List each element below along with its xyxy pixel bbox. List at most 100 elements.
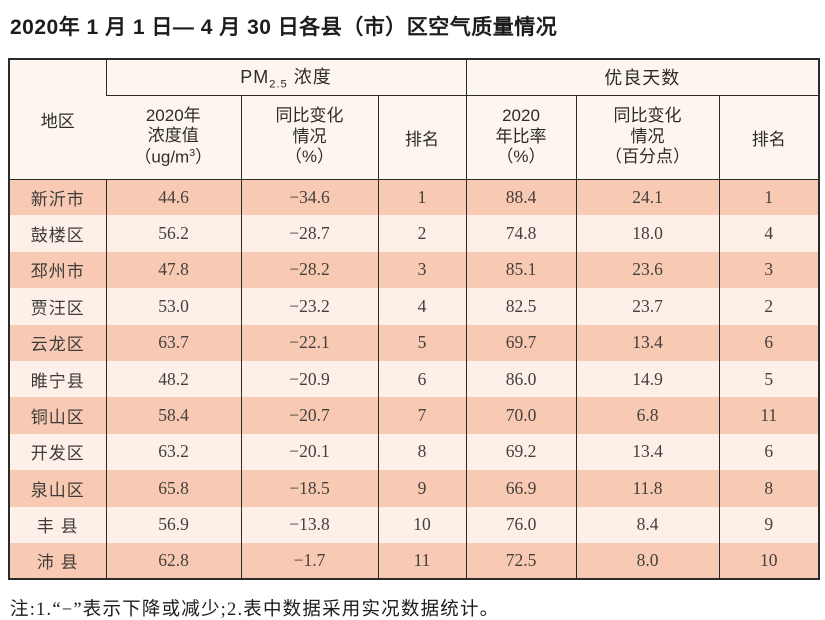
good-change-cell: 23.7 (575, 288, 719, 325)
table-row: 沛 县 62.8 −1.7 11 72.5 8.0 10 (9, 542, 820, 580)
good-rank-cell: 6 (718, 324, 820, 361)
pm-value-cell: 58.4 (105, 397, 241, 434)
good-rank-cell: 8 (718, 470, 820, 507)
table-row: 云龙区 63.7 −22.1 5 69.7 13.4 6 (9, 324, 820, 361)
good-rank-cell: 6 (718, 433, 820, 471)
region-cell: 泉山区 (9, 470, 106, 507)
pm-value-cell: 56.9 (105, 506, 241, 543)
region-cell: 鼓楼区 (9, 215, 106, 252)
pm-rank-cell: 4 (377, 288, 466, 325)
pm-value-cell: 44.6 (105, 179, 241, 216)
pm-change-cell: −20.9 (240, 360, 378, 398)
good-rate-cell: 69.7 (465, 324, 576, 361)
good-rate-cell: 69.2 (465, 433, 576, 471)
good-rank-cell: 10 (718, 542, 820, 580)
pm-change-cell: −28.2 (240, 251, 378, 289)
region-cell: 铜山区 (9, 397, 106, 434)
pm-rank-cell: 10 (377, 506, 466, 543)
good-rate-cell: 74.8 (465, 215, 576, 252)
pm-change-cell: −20.7 (240, 397, 378, 434)
pm-value-cell: 63.2 (105, 433, 241, 471)
header-good-change-line1: 同比变化 (613, 105, 682, 125)
region-cell: 贾汪区 (9, 288, 106, 325)
good-rate-cell: 72.5 (465, 542, 576, 580)
good-rank-cell: 3 (718, 251, 820, 289)
air-quality-table: 地区 PM2.5 浓度 优良天数 2020年 浓度值 （ug/m3） 同比变化 … (8, 58, 821, 581)
good-change-cell: 14.9 (575, 360, 719, 398)
pm-change-cell: −34.6 (240, 179, 378, 216)
pm-rank-cell: 2 (377, 215, 466, 252)
cubic-superscript: 3 (189, 147, 196, 160)
header-region: 地区 (9, 59, 106, 180)
good-change-cell: 23.6 (575, 251, 719, 289)
pm-change-cell: −1.7 (240, 542, 378, 580)
good-change-cell: 18.0 (575, 215, 719, 252)
region-cell: 睢宁县 (9, 360, 106, 398)
good-rank-cell: 4 (718, 215, 820, 252)
table-row: 贾汪区 53.0 −23.2 4 82.5 23.7 2 (9, 288, 820, 325)
good-rate-cell: 70.0 (465, 397, 576, 434)
header-pm-rank: 排名 (377, 95, 466, 180)
good-rate-cell: 82.5 (465, 288, 576, 325)
header-group-good-days: 优良天数 (465, 59, 820, 96)
pm-value-cell: 47.8 (105, 251, 241, 289)
pm-value-cell: 53.0 (105, 288, 241, 325)
pm25-label-suffix: 浓度 (293, 67, 332, 88)
header-group-pm25: PM2.5 浓度 (105, 59, 466, 96)
pm25-subscript: 2.5 (269, 79, 288, 92)
header-good-rate: 2020 年比率 （%） (465, 95, 576, 180)
good-change-cell: 6.8 (575, 397, 719, 434)
pm-change-cell: −13.8 (240, 506, 378, 543)
pm-value-cell: 65.8 (105, 470, 241, 507)
good-change-cell: 13.4 (575, 433, 719, 471)
pm-rank-cell: 5 (377, 324, 466, 361)
region-cell: 邳州市 (9, 251, 106, 289)
header-pm-change-unit: （%） (284, 147, 335, 167)
header-good-change-line2: 情况 (630, 126, 665, 146)
region-cell: 开发区 (9, 433, 106, 471)
good-change-cell: 24.1 (575, 179, 719, 216)
table-header: 地区 PM2.5 浓度 优良天数 2020年 浓度值 （ug/m3） 同比变化 … (9, 59, 820, 180)
pm-value-cell: 56.2 (105, 215, 241, 252)
good-rank-cell: 9 (718, 506, 820, 543)
header-good-rate-line2: 年比率 (495, 126, 547, 146)
pm-rank-cell: 6 (377, 360, 466, 398)
pm-change-cell: −23.2 (240, 288, 378, 325)
good-rank-cell: 5 (718, 360, 820, 398)
table-row: 新沂市 44.6 −34.6 1 88.4 24.1 1 (9, 179, 820, 216)
header-pm-value-line2: 浓度值 (147, 126, 199, 146)
pm-value-cell: 63.7 (105, 324, 241, 361)
header-good-rank: 排名 (718, 95, 820, 180)
pm-change-cell: −22.1 (240, 324, 378, 361)
good-change-cell: 8.4 (575, 506, 719, 543)
pm-rank-cell: 11 (377, 542, 466, 580)
region-cell: 沛 县 (9, 542, 106, 580)
header-pm-value-line1: 2020年 (145, 105, 201, 125)
good-rank-cell: 2 (718, 288, 820, 325)
pm-change-cell: −18.5 (240, 470, 378, 507)
table-row: 邳州市 47.8 −28.2 3 85.1 23.6 3 (9, 251, 820, 289)
pm-change-cell: −28.7 (240, 215, 378, 252)
good-change-cell: 8.0 (575, 542, 719, 580)
good-rank-cell: 1 (718, 179, 820, 216)
good-change-cell: 13.4 (575, 324, 719, 361)
pm-value-cell: 62.8 (105, 542, 241, 580)
pm-value-cell: 48.2 (105, 360, 241, 398)
pm25-label-prefix: PM (240, 67, 270, 88)
pm-rank-cell: 7 (377, 397, 466, 434)
table-row: 开发区 63.2 −20.1 8 69.2 13.4 6 (9, 433, 820, 471)
header-pm-change-line1: 同比变化 (275, 105, 344, 125)
region-cell: 丰 县 (9, 506, 106, 543)
header-good-rate-line1: 2020 (502, 105, 540, 125)
table-row: 鼓楼区 56.2 −28.7 2 74.8 18.0 4 (9, 215, 820, 252)
table-row: 丰 县 56.9 −13.8 10 76.0 8.4 9 (9, 506, 820, 543)
footnote: 注:1.“−”表示下降或减少;2.表中数据采用实况数据统计。 (10, 600, 500, 620)
region-cell: 新沂市 (9, 179, 106, 216)
header-good-change: 同比变化 情况 （百分点） (575, 95, 719, 180)
table-row: 铜山区 58.4 −20.7 7 70.0 6.8 11 (9, 397, 820, 434)
good-rate-cell: 85.1 (465, 251, 576, 289)
good-rate-cell: 76.0 (465, 506, 576, 543)
pm-rank-cell: 9 (377, 470, 466, 507)
pm-rank-cell: 8 (377, 433, 466, 471)
